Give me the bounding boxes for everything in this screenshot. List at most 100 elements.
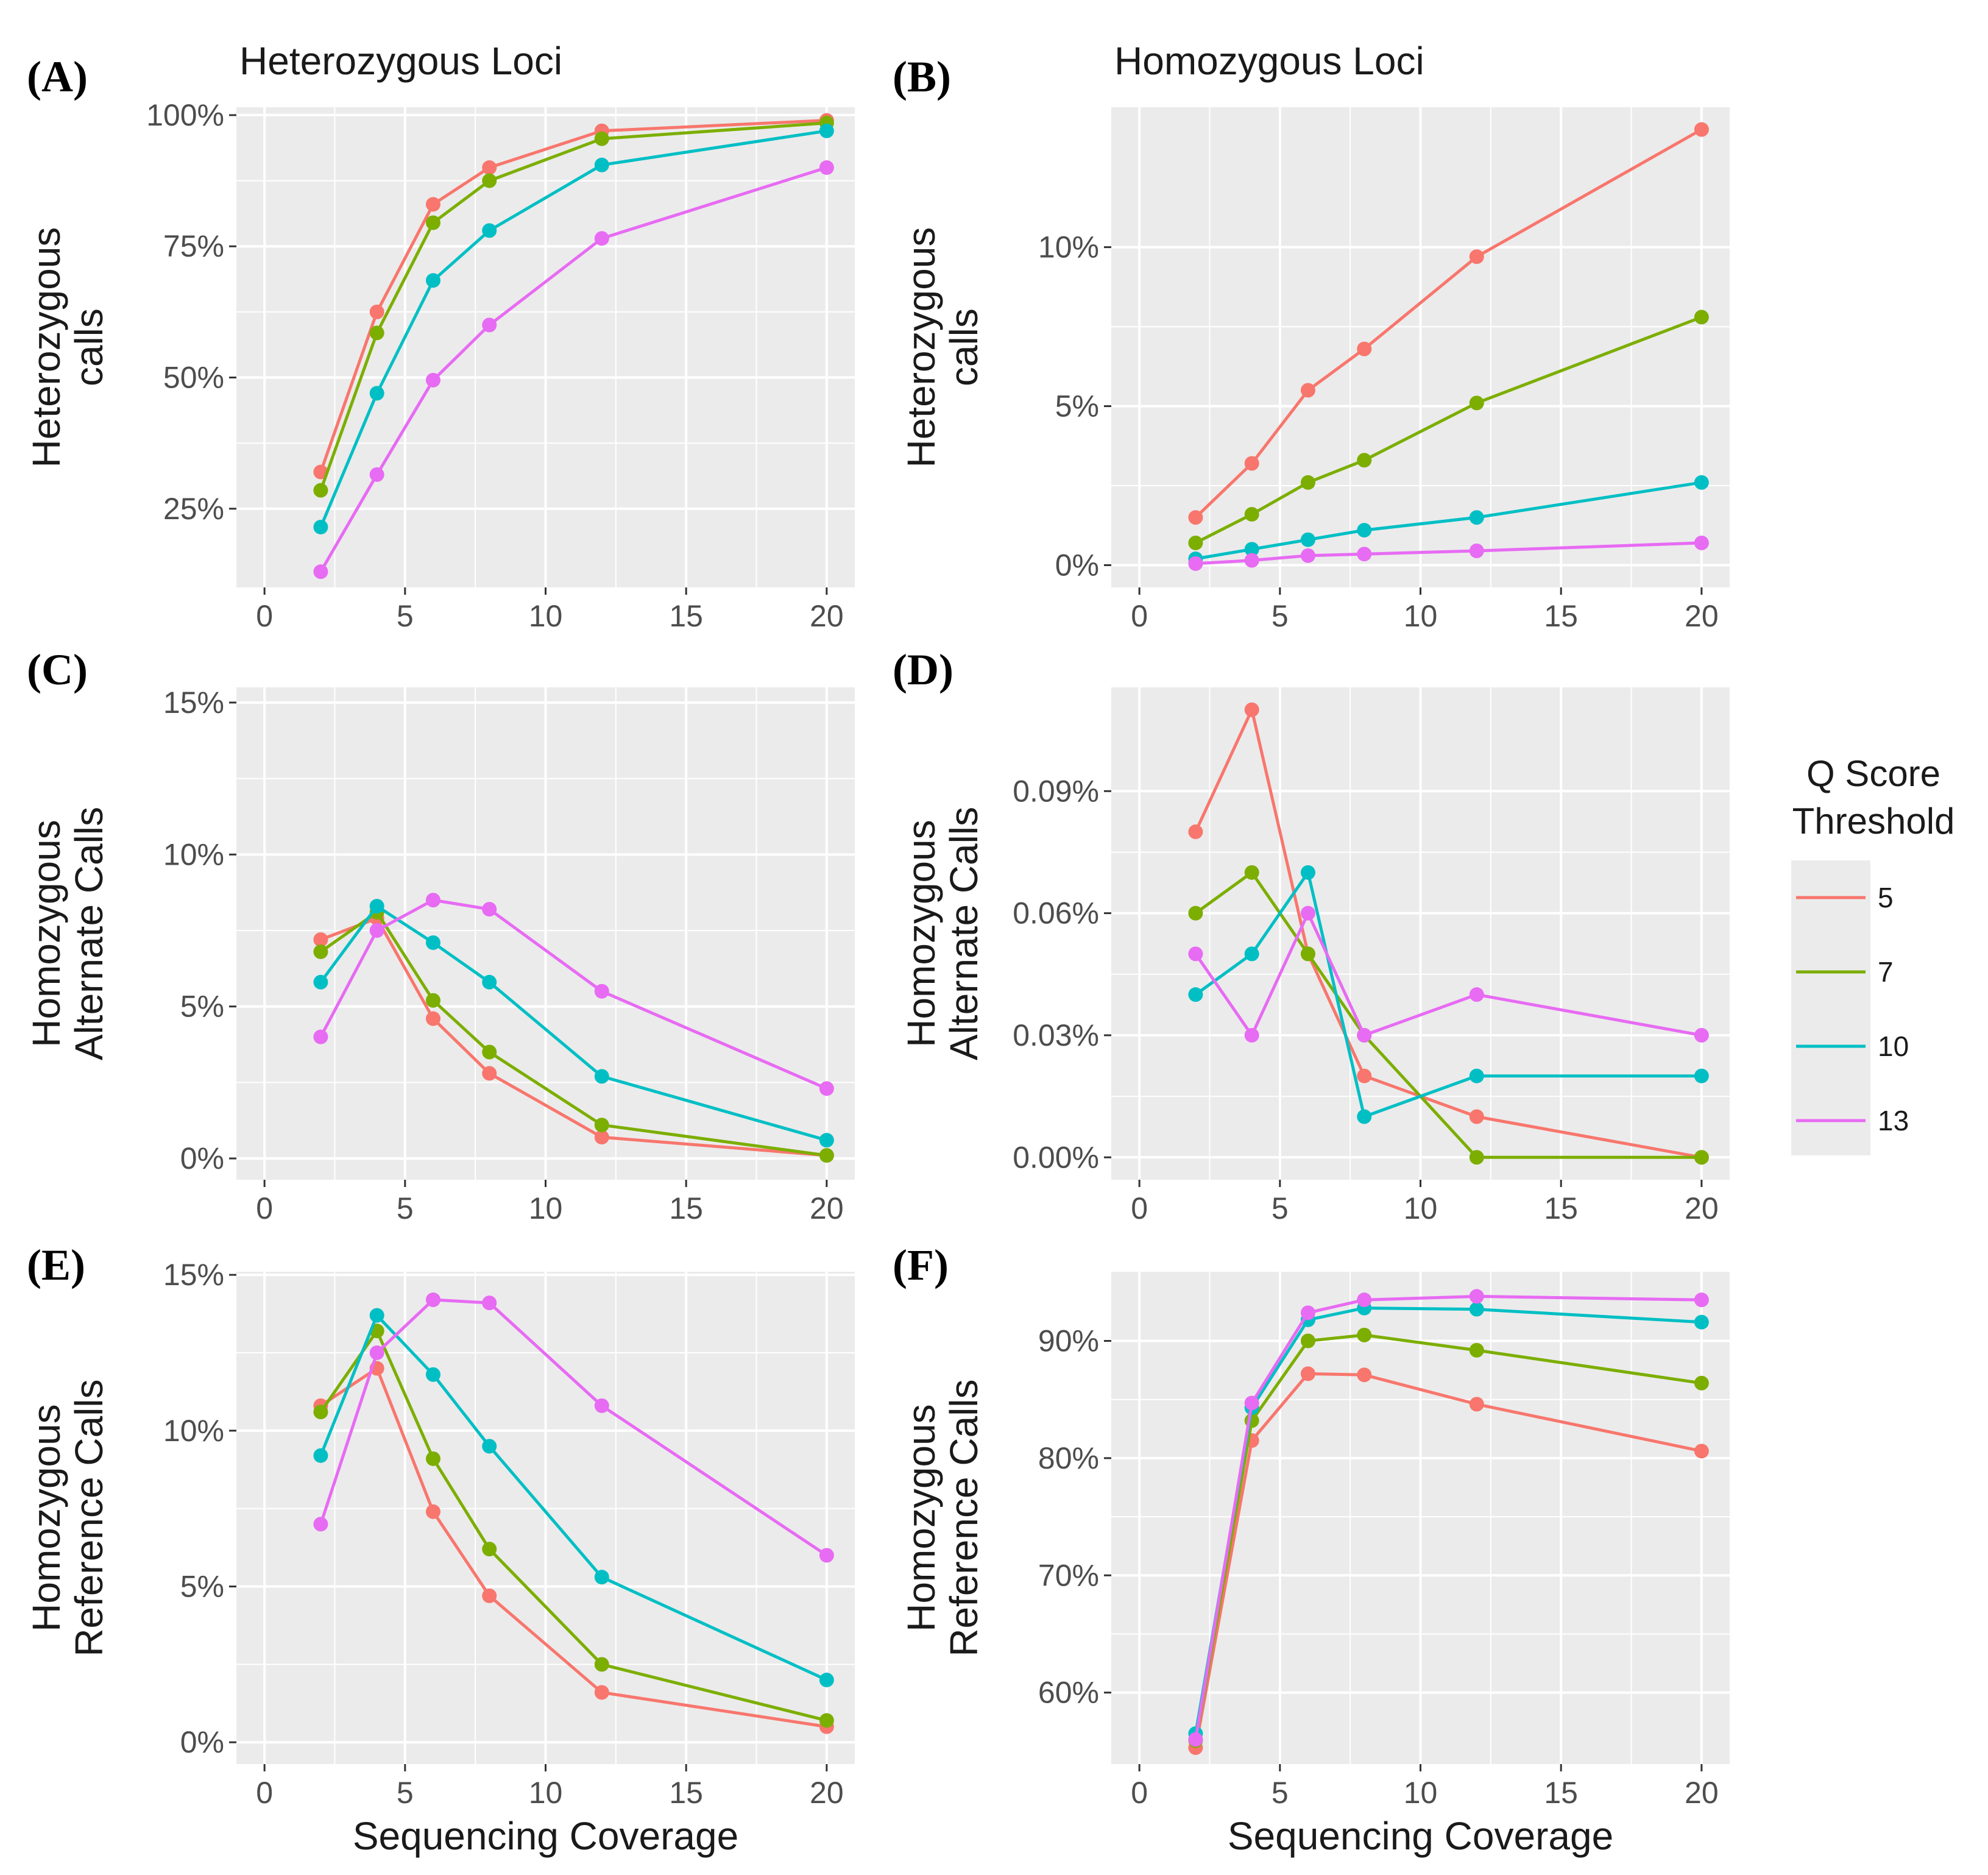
data-point: [1244, 946, 1259, 962]
data-point: [1694, 310, 1709, 325]
data-point: [1694, 1292, 1709, 1308]
data-point: [1188, 906, 1203, 921]
data-point: [1300, 1333, 1315, 1349]
series-13: [313, 160, 834, 580]
data-point: [425, 1367, 440, 1382]
x-tick-label: 0: [1131, 1776, 1148, 1810]
axes: 0 5 10 15 20 0.00% 0.03% 0.06% 0.09%: [1013, 774, 1718, 1225]
series-line: [1194, 871, 1703, 1118]
data-point: [1469, 1150, 1484, 1165]
series-line: [319, 1298, 829, 1557]
y-tick-label: 25%: [163, 492, 224, 526]
x-tick-label: 20: [1685, 599, 1719, 633]
series-line: [1194, 1372, 1703, 1749]
y-tick-label: 90%: [1038, 1324, 1099, 1358]
y-tick-label: 10%: [163, 837, 224, 871]
series-10: [313, 899, 834, 1148]
data-point: [1357, 547, 1372, 562]
data-point: [1188, 535, 1203, 550]
legend-item-13: 13: [1796, 1105, 1909, 1136]
x-tick-label: 0: [1131, 599, 1148, 633]
data-point: [369, 467, 384, 482]
x-tick-label: 10: [1404, 1191, 1438, 1225]
data-point: [425, 935, 440, 950]
x-tick-label: 0: [1131, 1191, 1148, 1225]
x-tick-label: 5: [1272, 599, 1289, 633]
x-axis-title: Sequencing Coverage: [353, 1814, 738, 1858]
data-point: [1469, 1289, 1484, 1304]
data-point: [1357, 1367, 1372, 1383]
data-point: [482, 160, 497, 175]
y-tick-label: 5%: [180, 1570, 224, 1604]
x-tick-label: 10: [529, 1776, 563, 1810]
data-point: [313, 483, 328, 498]
data-point: [1469, 987, 1484, 1002]
y-tick-label: 100%: [146, 98, 224, 132]
data-point: [313, 1517, 328, 1532]
data-point: [313, 519, 328, 534]
data-point: [425, 1504, 440, 1519]
series-13: [1188, 535, 1709, 571]
data-point: [313, 1029, 328, 1044]
data-point: [313, 974, 328, 990]
series-line: [1194, 1294, 1703, 1742]
data-point: [425, 197, 440, 212]
data-point: [1694, 122, 1709, 137]
legend-item-10: 10: [1796, 1030, 1909, 1062]
legend-label: 5: [1878, 882, 1894, 913]
data-point: [369, 325, 384, 341]
y-tick-label: 5%: [180, 990, 224, 1024]
data-point: [1469, 249, 1484, 264]
series-line: [1194, 481, 1703, 561]
y-tick-label: 50%: [163, 361, 224, 395]
data-point: [313, 944, 328, 959]
series-line: [1194, 1333, 1703, 1742]
data-point: [819, 1713, 834, 1728]
gridlines: [236, 107, 855, 587]
data-point: [594, 1570, 609, 1585]
panels: 0 5 10 15 2025%50%75%100%Heterozygouscalls(A…: [24, 39, 1730, 1858]
axes: 0 5 10 15 20 0% 5% 10% 15%: [163, 1258, 844, 1810]
series-line: [319, 119, 829, 473]
x-tick-label: 10: [529, 599, 563, 633]
data-point: [1300, 946, 1315, 962]
data-point: [819, 1672, 834, 1687]
data-point: [369, 1345, 384, 1360]
data-point: [1694, 535, 1709, 550]
data-point: [1469, 1109, 1484, 1124]
data-point: [482, 317, 497, 333]
x-tick-label: 20: [810, 1191, 844, 1225]
legend-label: 13: [1878, 1105, 1909, 1136]
series-line: [319, 1329, 829, 1722]
gridlines: [236, 1272, 855, 1764]
legend: Q Score Threshold 5 7 10 13: [1791, 753, 1954, 1155]
y-tick-label: 10%: [163, 1414, 224, 1448]
x-tick-label: 5: [397, 1191, 414, 1225]
data-point: [594, 1398, 609, 1413]
y-tick-label: 75%: [163, 229, 224, 263]
data-point: [1188, 1732, 1203, 1747]
data-point: [1357, 1109, 1372, 1124]
x-tick-label: 15: [669, 1776, 703, 1810]
panel-letter: (D): [893, 645, 953, 694]
x-tick-label: 5: [397, 1776, 414, 1810]
data-point: [1188, 946, 1203, 962]
data-point: [1244, 506, 1259, 522]
data-point: [594, 1130, 609, 1145]
legend-item-5: 5: [1796, 882, 1894, 913]
data-point: [1694, 1444, 1709, 1459]
y-tick-label: 0.06%: [1013, 896, 1099, 930]
data-point: [1469, 510, 1484, 525]
series-13: [1188, 1289, 1709, 1747]
data-point: [425, 273, 440, 288]
legend-label: 7: [1878, 956, 1894, 988]
x-tick-label: 20: [810, 599, 844, 633]
x-tick-label: 15: [1544, 1776, 1578, 1810]
